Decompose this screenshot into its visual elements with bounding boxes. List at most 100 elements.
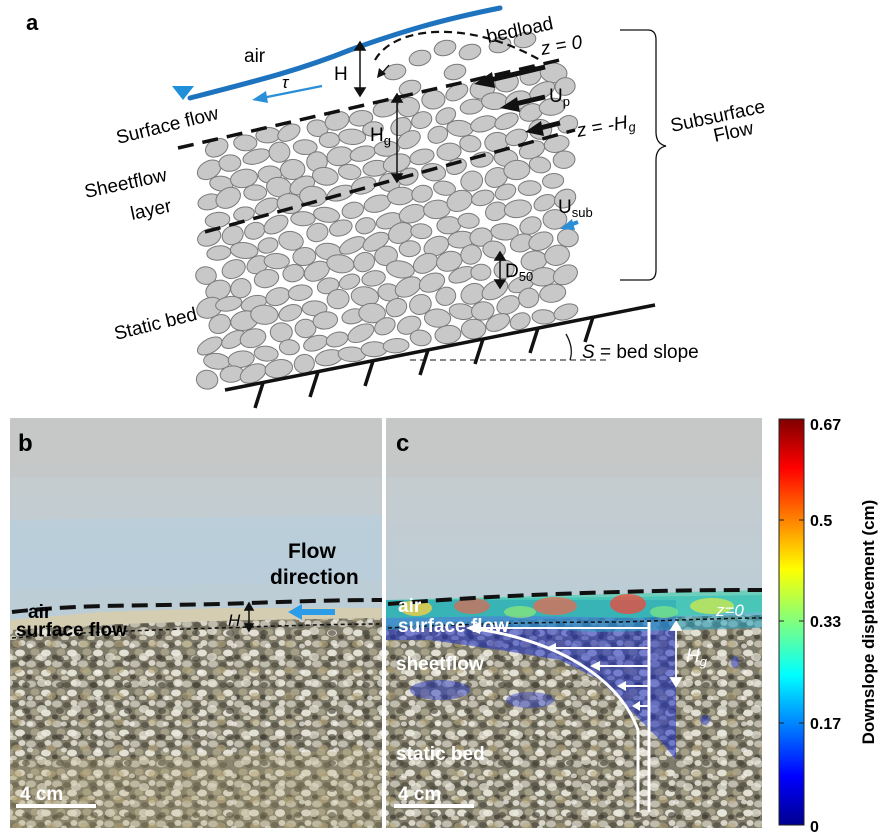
grain [263,214,289,235]
grain [277,123,301,142]
grain [460,244,482,265]
panel-b-flow-direction-line2: direction [270,566,359,589]
colorbar-tick-0.5: 0.5 [810,513,832,530]
panel-b-H-label: H [228,611,241,630]
grain [446,119,474,137]
grain [318,131,340,149]
grain [517,180,542,196]
grain [382,338,410,354]
grain [374,317,396,336]
Hg-dimension-arrow [390,92,404,184]
grain [459,135,482,153]
grain [278,339,300,356]
grain [253,268,280,289]
grain [528,156,552,174]
grain [208,314,231,334]
grain [244,221,266,240]
label-Up: Up [549,86,570,109]
panel-b-flow-arrow-icon [288,604,335,620]
grain [292,139,318,156]
grain [292,246,317,267]
panel-b-surface-flow-label: surface flow [16,620,127,641]
grain [427,125,449,144]
colorbar-title: Downslope displacement (cm) [859,500,878,745]
grain [424,308,452,328]
panel-a-letter: a [26,10,39,35]
grain [528,231,554,252]
slope-angle-arc [565,333,572,361]
panel-a: a H [26,5,767,409]
grain [459,98,484,115]
grain [268,141,291,163]
grain [418,272,446,293]
grain [358,302,386,324]
grain [204,211,231,229]
grain [257,237,279,254]
panel-b-H-arrow [243,601,255,633]
label-Hg: Hg [370,125,391,148]
grain [196,336,223,356]
panel-b [10,418,382,828]
label-sheetflow-line1: Sheetflow [83,165,169,203]
velocity-profile [469,622,651,812]
colorbar-gradient [778,418,805,826]
grain [239,328,267,349]
grain [306,119,329,138]
label-bed-slope: S = bed slope [582,342,699,363]
panel-c-z0-label: z=0 [715,601,744,620]
grain [553,303,579,321]
panel-c-Hg-arrow [669,620,683,688]
grain [386,260,415,279]
panel-b-air-line [11,598,383,614]
panel-c-sheetflow-label: sheetflow [396,654,484,675]
panel-b-flow-direction-line1: Flow [288,540,336,563]
grain [518,287,540,309]
grain [554,188,577,209]
sheetflow-boundary-line [204,128,576,234]
colorbar-tick-0.33: 0.33 [810,614,841,631]
water-surface-line [187,5,503,101]
grain [457,212,480,229]
grain [197,228,222,247]
grain [494,112,519,130]
label-static-bed: Static bed [112,304,199,345]
grain [409,293,432,316]
D50-dimension-arrow [493,250,507,290]
grain [294,318,317,339]
grain [229,242,259,259]
panel-b-letter: b [18,430,33,457]
label-z0: z = 0 [538,32,584,60]
surface-flow-boundary-line [177,58,561,150]
grain [348,110,374,127]
grain [552,264,578,286]
velocity-arrowheads [466,622,640,711]
grain [361,270,386,287]
grain [435,286,457,306]
label-D50: D50 [505,261,533,284]
grain [542,173,565,189]
grain [312,311,339,330]
grain [531,309,556,325]
bedload-grain [408,49,432,67]
grain [278,303,303,322]
label-sheetflow-line2: layer [129,196,174,225]
grain [436,142,462,161]
Up-arrows [377,64,561,136]
grain [503,199,532,219]
grain [282,264,305,283]
grain [338,128,367,146]
grain [434,324,462,345]
H-dimension-arrow [353,40,367,98]
grain [397,130,421,150]
label-H: H [334,64,348,85]
grain [542,209,568,230]
grain [287,284,313,302]
bedload-grain [443,63,467,81]
grain [253,345,279,362]
panel-c-overlays: c air surface flow z=0 sheetflow Hg stat… [387,430,763,812]
grain [362,121,384,137]
grain [529,81,556,100]
grain [215,295,243,312]
grain [195,266,217,285]
